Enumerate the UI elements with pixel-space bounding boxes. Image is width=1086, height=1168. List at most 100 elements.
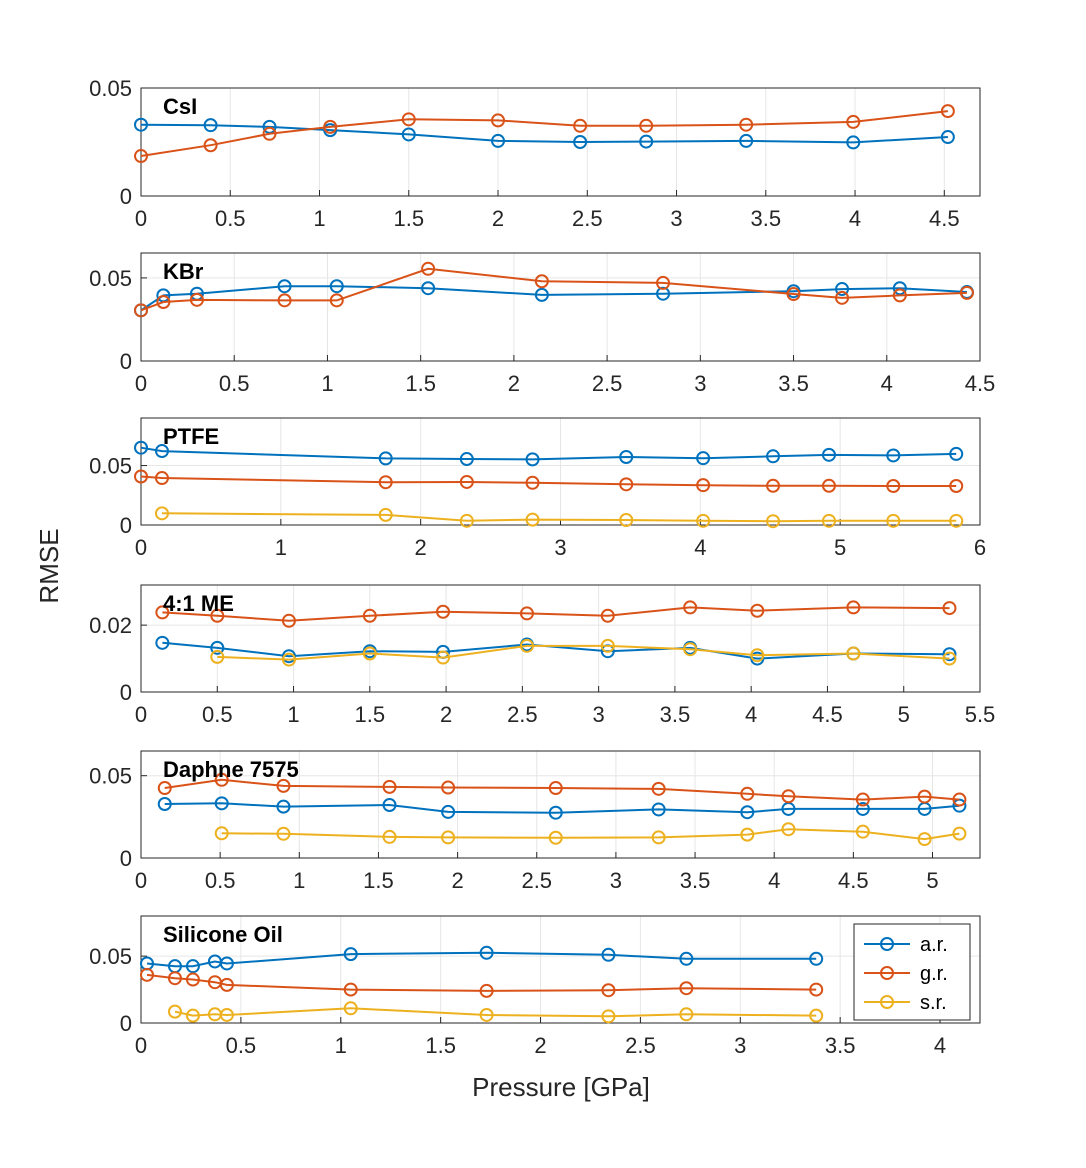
data-point-gr [696,478,711,493]
data-point-gr [809,982,824,997]
x-tick-label: 0.5 [215,206,246,231]
data-point-gr [277,293,292,308]
data-point-gr [382,779,397,794]
data-point-sr [154,506,169,521]
data-point-gr [156,295,171,310]
y-tick-label: 0.05 [89,764,132,789]
series-line-ar [140,123,948,144]
x-tick-label: 2 [508,371,520,396]
x-tick-label: 3 [554,535,566,560]
data-point-gr [601,983,616,998]
data-point-gr [210,608,225,623]
x-tick-label: 1 [313,206,325,231]
legend-label: a.r. [920,934,948,956]
data-point-gr [600,608,615,623]
axes-box [140,750,981,859]
data-point-gr [154,471,169,486]
data-point-ar [441,804,456,819]
data-point-gr [459,474,474,489]
x-tick-label: 3.5 [660,702,691,727]
y-tick-label: 0.05 [89,454,132,479]
data-point-gr [134,469,148,484]
data-point-ar [134,117,148,132]
data-point-sr [809,1008,824,1023]
data-point-gr [219,977,234,992]
panel-6: 0 0.5 1 1.5 2 2.5 3 3.5 4 0 0.05 Silicone Oil [89,915,981,1058]
data-point-gr [491,113,506,128]
data-point-ar [203,118,218,133]
series-line-sr [221,828,960,841]
series-line-gr [140,110,949,157]
data-point-ar [739,133,754,148]
data-point-gr [276,778,291,793]
series-line-ar [162,641,950,660]
x-tick-label: 0 [135,702,147,727]
x-tick-label: 0 [135,535,147,560]
x-tick-label: 4 [768,868,780,893]
data-point-gr [959,285,974,300]
data-point-gr [548,781,563,796]
x-tick-label: 0 [135,868,147,893]
legend: a.r. g.r. s.r. [853,923,971,1021]
panel-title: 4:1 ME [163,591,234,616]
data-point-gr [942,601,957,616]
data-point-ar [329,279,344,294]
data-point-ar [639,134,654,149]
x-tick-label: 4 [745,702,757,727]
y-tick-label: 0.05 [89,944,132,969]
y-tick-label: 0 [120,680,132,705]
data-point-gr [157,781,172,796]
data-point-ar [525,452,540,467]
data-point-sr [548,830,563,845]
data-point-gr [479,983,494,998]
data-point-ar [343,947,358,962]
data-point-gr [139,967,154,982]
panel-title: Daphne 7575 [163,757,299,782]
data-point-gr [952,792,967,807]
data-point-gr [329,293,344,308]
data-point-ar [157,797,172,812]
data-point-gr [262,126,277,141]
data-point-sr [683,642,698,657]
data-point-gr [949,479,964,494]
series-line-gr [164,778,960,801]
x-tick-label: 6 [974,535,986,560]
data-point-gr [846,114,861,129]
data-point-sr [210,649,225,664]
data-point-gr [436,604,451,619]
y-tick-label: 0 [120,846,132,871]
data-point-gr [134,149,148,164]
x-tick-label: 2 [415,535,427,560]
data-point-gr [740,786,755,801]
x-tick-label: 3 [670,206,682,231]
data-point-gr [401,112,416,127]
legend-marker [880,966,894,980]
x-tick-label: 5 [834,535,846,560]
data-point-sr [679,1007,694,1022]
series-line-ar [146,951,817,968]
panel-5: 0 0.5 1 1.5 2 2.5 3 3.5 4 4.5 5 0 0.05 Daphne 7575 [89,750,981,893]
data-point-ar [766,449,781,464]
plot-area [141,253,980,361]
data-point-ar [534,287,549,302]
x-tick-label: 2.5 [521,868,552,893]
data-point-gr [917,789,932,804]
data-point-ar [892,281,907,296]
x-tick-label: 0.5 [202,702,233,727]
data-point-gr [185,972,200,987]
y-tick-label: 0 [120,513,132,538]
x-tick-label: 4 [694,535,706,560]
x-tick-label: 1 [321,371,333,396]
data-point-ar [548,805,563,820]
data-point-ar [421,281,436,296]
data-point-gr [739,117,754,132]
series-line-ar [164,802,960,814]
data-point-sr [601,1009,616,1024]
x-tick-label: 2.5 [572,206,603,231]
axes-box [140,252,981,362]
data-point-gr [886,479,901,494]
data-point-sr [952,826,967,841]
axes-box [140,584,981,693]
data-point-ar [619,449,634,464]
data-point-ar [491,133,506,148]
